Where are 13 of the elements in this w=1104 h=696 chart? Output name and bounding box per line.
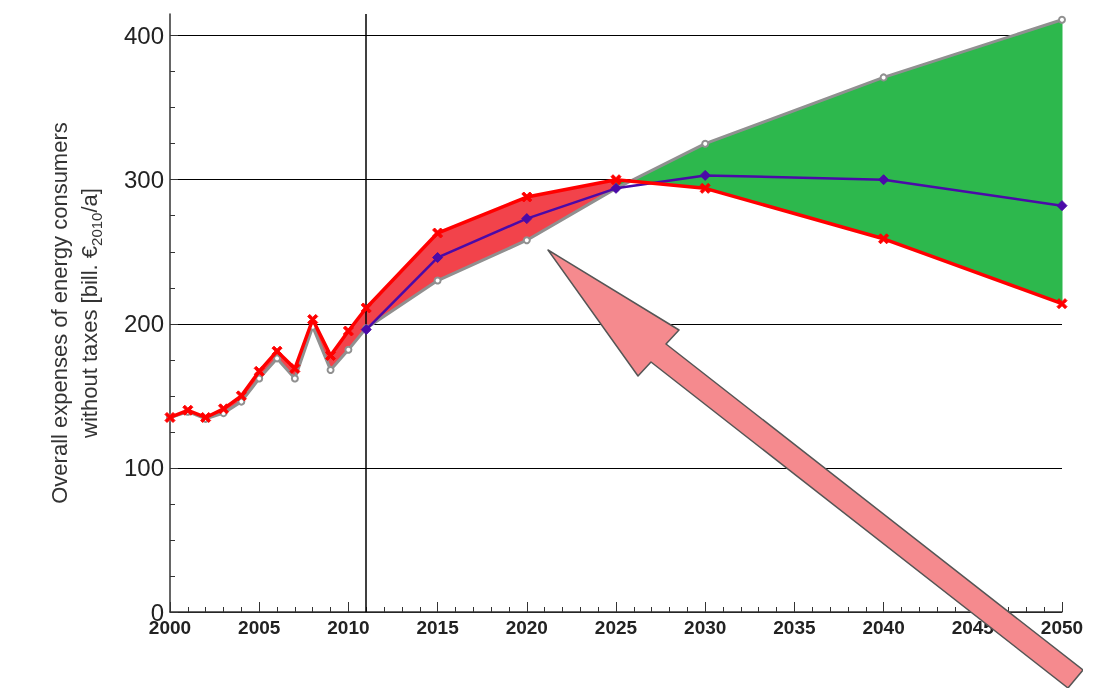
x-tick-label: 2035	[773, 617, 816, 638]
x-tick-label: 2010	[327, 617, 370, 638]
x-tick-label: 2005	[238, 617, 281, 638]
x-tick-label: 2015	[416, 617, 460, 638]
x-tick-label: 2025	[594, 617, 638, 638]
x-tick-label: 2020	[505, 617, 548, 638]
y-tick-label: 400	[123, 22, 164, 50]
y-tick-label: 100	[123, 454, 164, 482]
x-tick-label: 2050	[1040, 617, 1084, 638]
x-tick-label: 2030	[684, 617, 727, 638]
y-tick-label: 300	[123, 166, 164, 194]
x-tick-label: 2040	[862, 617, 905, 638]
y-tick-label: 200	[123, 310, 164, 338]
